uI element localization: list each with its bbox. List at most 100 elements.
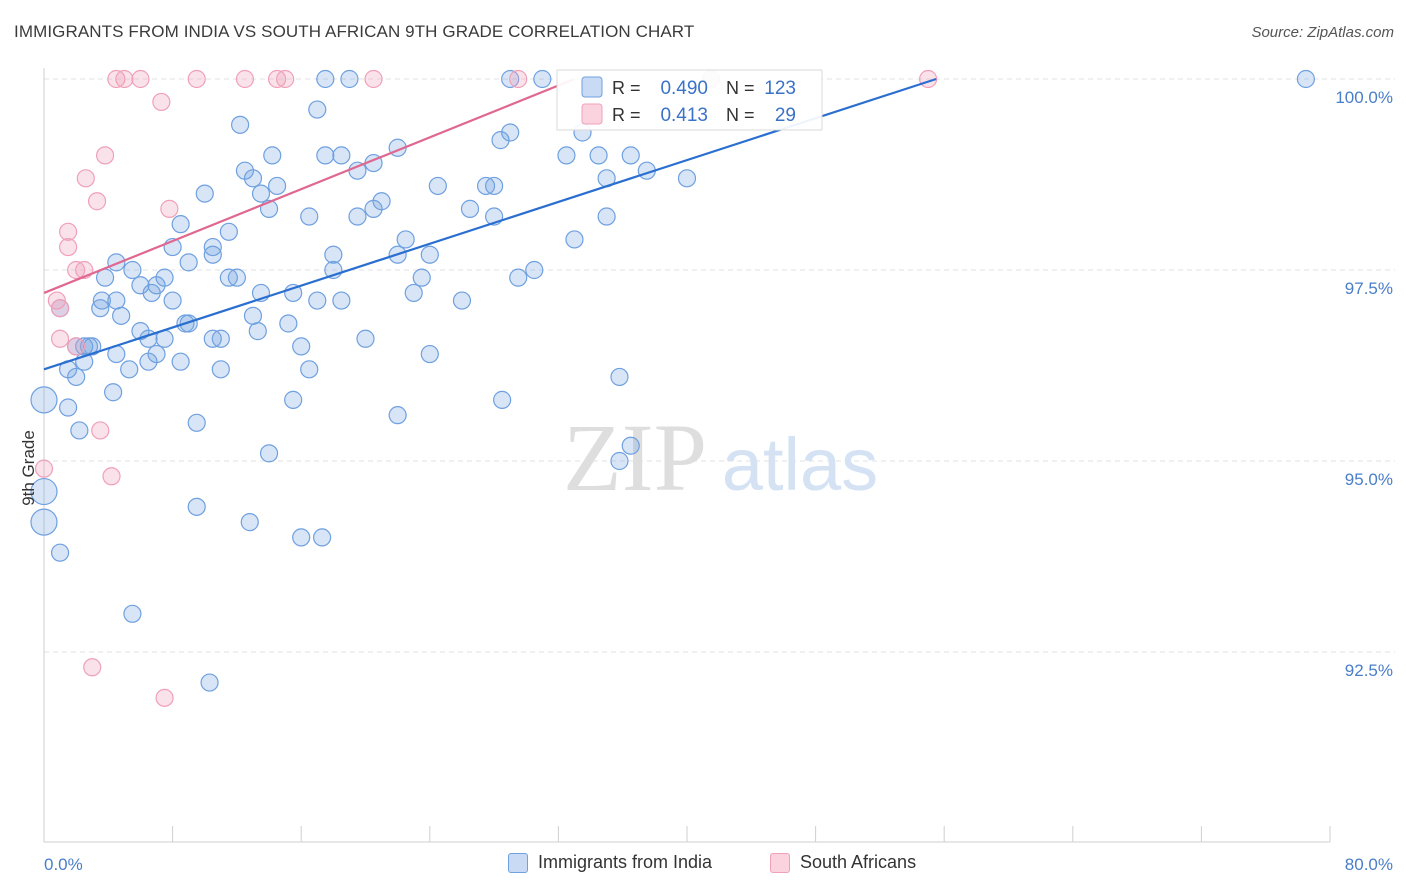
legend-n-value: 29: [775, 105, 796, 126]
data-point: [179, 253, 198, 272]
data-point: [420, 344, 439, 364]
data-point: [187, 413, 206, 432]
data-point: [152, 92, 171, 112]
data-point: [476, 176, 496, 196]
data-point: [76, 169, 95, 188]
data-point: [171, 215, 190, 234]
data-point: [67, 367, 86, 387]
data-point: [203, 237, 222, 257]
legend-swatch: [581, 103, 603, 125]
legend-label-south-africans: South Africans: [800, 852, 917, 872]
data-point: [211, 360, 230, 379]
legend-box: R = 0.490 N = 123 R = 0.413 N = 29: [556, 69, 823, 131]
data-point: [34, 459, 54, 478]
data-point: [70, 421, 89, 440]
data-point: [102, 467, 121, 486]
y-tick-label: 100.0%: [1335, 88, 1393, 107]
series-south-africans-points: [34, 69, 938, 707]
data-point: [348, 207, 367, 226]
data-point: [533, 69, 552, 89]
series-india-points: [30, 69, 1315, 692]
data-point: [493, 390, 512, 409]
data-point: [123, 260, 142, 280]
data-point: [388, 406, 407, 425]
legend-swatch: [581, 76, 603, 98]
data-point: [30, 508, 58, 536]
data-point: [565, 230, 584, 249]
data-point: [87, 192, 107, 211]
y-tick-label: 97.5%: [1345, 279, 1393, 298]
data-point: [557, 146, 576, 165]
data-point: [160, 199, 179, 218]
data-point: [59, 398, 78, 417]
data-point: [452, 291, 472, 310]
bottom-legend: Immigrants from India South Africans: [0, 852, 1406, 876]
data-point: [332, 291, 351, 310]
data-point: [131, 69, 150, 89]
data-point: [243, 169, 263, 188]
data-point: [104, 383, 123, 402]
data-point: [187, 69, 206, 89]
legend-n-label: N =: [726, 78, 755, 98]
data-point: [219, 222, 238, 241]
data-point: [279, 314, 298, 333]
data-point: [83, 658, 102, 677]
data-point: [203, 245, 222, 264]
data-point: [231, 115, 250, 134]
data-point: [509, 69, 528, 89]
y-axis-label: 9th Grade: [19, 430, 38, 506]
y-tick-label: 92.5%: [1345, 661, 1393, 680]
legend-r-value: 0.490: [660, 78, 708, 99]
data-point: [276, 69, 295, 89]
data-point: [1296, 69, 1315, 89]
data-point: [248, 322, 267, 341]
data-point: [312, 528, 332, 547]
chart-source: Source: ZipAtlas.com: [1251, 24, 1394, 41]
chart-title: IMMIGRANTS FROM INDIA VS SOUTH AFRICAN 9…: [14, 22, 695, 41]
data-point: [59, 222, 78, 241]
legend-label-india: Immigrants from India: [538, 852, 713, 872]
data-point: [91, 421, 110, 440]
data-point: [501, 123, 520, 142]
data-point: [308, 100, 327, 119]
data-point: [59, 237, 78, 257]
data-point: [677, 169, 697, 188]
data-point: [308, 291, 327, 310]
data-point: [621, 146, 640, 165]
data-point: [240, 513, 259, 532]
data-point: [163, 291, 182, 310]
data-point: [142, 283, 161, 303]
data-point: [30, 386, 58, 414]
data-point: [200, 673, 219, 692]
watermark: ZIP atlas: [563, 404, 878, 511]
data-point: [50, 543, 70, 562]
data-point: [195, 184, 214, 203]
x-tick-label-max: 80.0%: [1345, 855, 1393, 874]
data-point: [412, 268, 431, 287]
legend-n-value: 123: [764, 78, 796, 99]
data-point: [340, 69, 359, 89]
data-point: [235, 69, 255, 89]
data-point: [92, 291, 111, 310]
legend-r-label: R =: [612, 105, 641, 125]
data-point: [227, 268, 246, 287]
data-point: [404, 283, 423, 303]
data-point: [120, 360, 139, 379]
data-point: [67, 260, 86, 280]
data-point: [509, 268, 528, 287]
data-point: [171, 352, 190, 371]
data-point: [139, 352, 158, 371]
data-point: [316, 146, 335, 165]
data-point: [91, 299, 110, 318]
data-point: [396, 230, 415, 249]
data-point: [610, 367, 629, 387]
data-point: [259, 444, 279, 463]
data-point: [187, 497, 206, 516]
data-point: [284, 390, 303, 409]
data-point: [316, 69, 335, 89]
legend-item-india: Immigrants from India: [508, 852, 712, 873]
data-point: [115, 69, 134, 89]
data-point: [460, 199, 480, 218]
data-point: [263, 146, 282, 165]
